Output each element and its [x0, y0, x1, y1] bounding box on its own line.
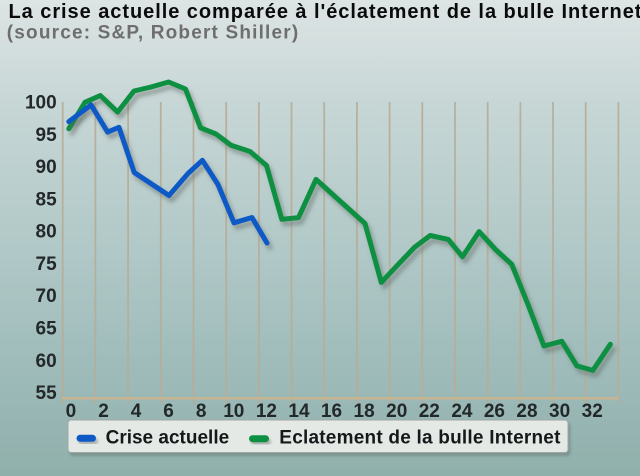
- svg-text:20: 20: [386, 401, 407, 422]
- svg-text:6: 6: [163, 401, 174, 422]
- svg-text:26: 26: [484, 401, 505, 422]
- svg-text:12: 12: [256, 401, 277, 422]
- svg-text:16: 16: [321, 401, 342, 422]
- svg-text:2: 2: [98, 401, 109, 422]
- svg-text:4: 4: [131, 401, 142, 422]
- svg-text:95: 95: [36, 125, 58, 146]
- svg-text:28: 28: [516, 401, 537, 422]
- svg-text:65: 65: [36, 319, 58, 340]
- svg-text:24: 24: [451, 401, 473, 422]
- svg-text:(source: S&P, Robert Shiller): (source: S&P, Robert Shiller): [7, 22, 300, 43]
- svg-text:8: 8: [196, 401, 207, 422]
- svg-text:55: 55: [36, 383, 58, 404]
- svg-text:100: 100: [25, 93, 57, 114]
- svg-text:75: 75: [36, 254, 58, 275]
- svg-text:90: 90: [36, 157, 57, 178]
- svg-text:0: 0: [66, 401, 77, 422]
- svg-text:30: 30: [549, 401, 570, 422]
- svg-text:Eclatement de la bulle Interne: Eclatement de la bulle Internet: [279, 427, 561, 448]
- svg-text:Crise actuelle: Crise actuelle: [106, 427, 230, 448]
- svg-text:La crise actuelle comparée à l: La crise actuelle comparée à l'éclatemen…: [9, 1, 640, 23]
- svg-text:32: 32: [582, 401, 603, 422]
- svg-text:22: 22: [419, 401, 440, 422]
- svg-text:85: 85: [36, 189, 58, 210]
- svg-text:14: 14: [288, 401, 310, 422]
- svg-text:18: 18: [354, 401, 375, 422]
- svg-text:80: 80: [36, 222, 57, 243]
- svg-text:10: 10: [223, 401, 244, 422]
- svg-text:60: 60: [36, 351, 57, 372]
- svg-text:70: 70: [36, 286, 57, 307]
